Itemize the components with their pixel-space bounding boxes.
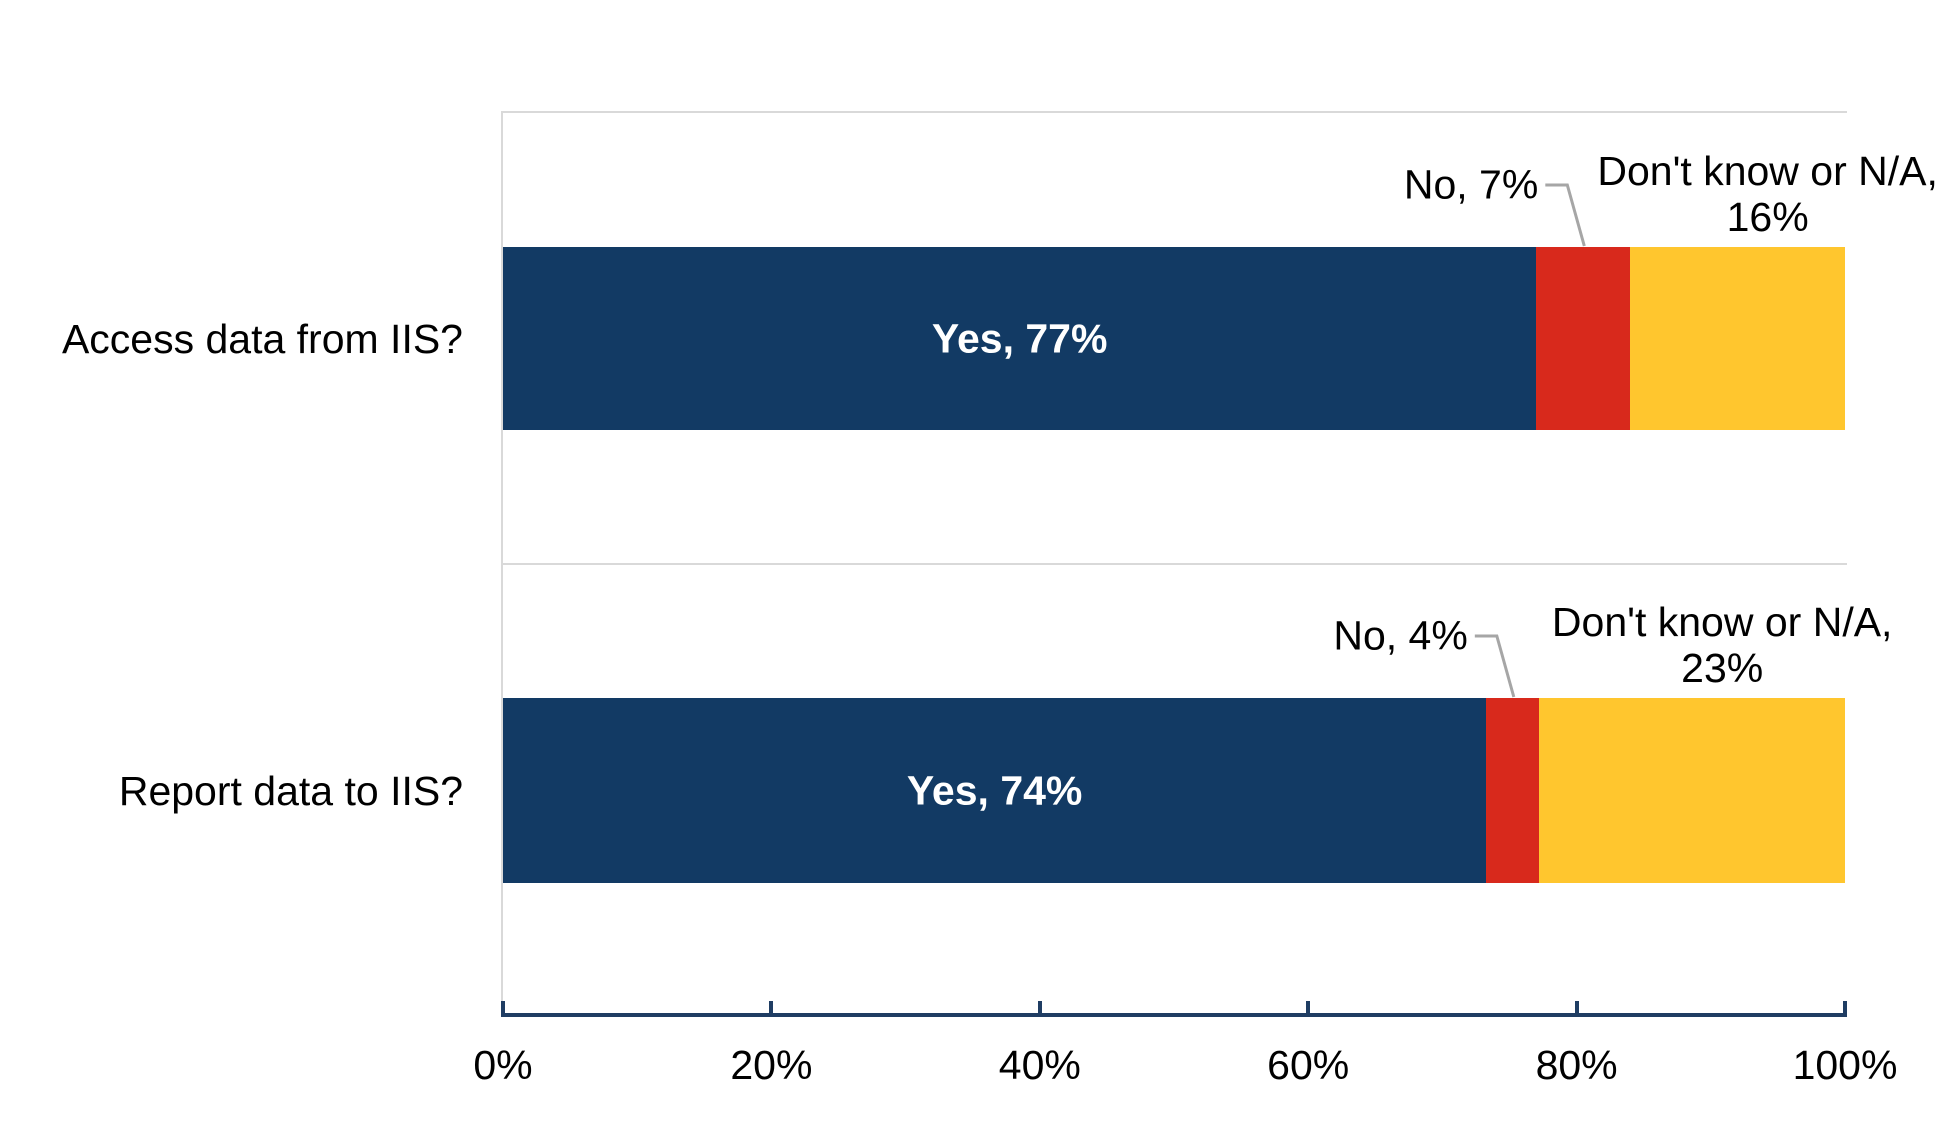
axis-tick-label: 40% [998,1042,1081,1088]
axis-tick [1574,1001,1579,1013]
axis-tick [769,1001,774,1013]
category-label-access-data: Access data from IIS? [61,315,463,362]
axis-tick [1843,1001,1847,1013]
data-label-no: No, 7% [1403,161,1539,208]
axis-tick-label: 100% [1792,1042,1898,1088]
bar-segment-no [1536,247,1631,430]
bar-segment-dont-know [1539,698,1845,883]
data-label-dont-know-line2: 16% [1726,194,1809,240]
bar-segment-dont-know [1630,247,1845,430]
category-label-report-data: Report data to IIS? [118,767,463,814]
data-label-dont-know-line2: 23% [1681,645,1764,691]
data-label-dont-know-line1: Don't know or N/A, [1597,148,1938,194]
axis-tick [501,1001,505,1013]
bar-segment-yes [503,698,1487,883]
axis-tick [1037,1001,1042,1013]
x-axis-line [501,1013,1847,1017]
data-label-dont-know: Don't know or N/A, 23% [1552,599,1893,691]
bar-row-access-data: Yes, 77% [503,247,1845,430]
axis-tick-label: 0% [473,1042,533,1088]
axis-tick-label: 20% [730,1042,813,1088]
gridline [503,563,1847,565]
plot-area [501,111,1847,1015]
axis-tick-label: 80% [1535,1042,1618,1088]
data-label-yes: Yes, 77% [931,315,1108,361]
axis-tick-label: 60% [1267,1042,1350,1088]
data-label-dont-know: Don't know or N/A, 16% [1597,148,1938,240]
bar-segment-yes [503,247,1537,430]
axis-tick [1306,1001,1311,1013]
bar-segment-no [1486,698,1540,883]
data-label-no: No, 4% [1333,612,1468,659]
data-label-yes: Yes, 74% [906,767,1083,813]
data-label-dont-know-line1: Don't know or N/A, [1551,599,1893,645]
bar-row-report-data: Yes, 74% [503,698,1845,883]
